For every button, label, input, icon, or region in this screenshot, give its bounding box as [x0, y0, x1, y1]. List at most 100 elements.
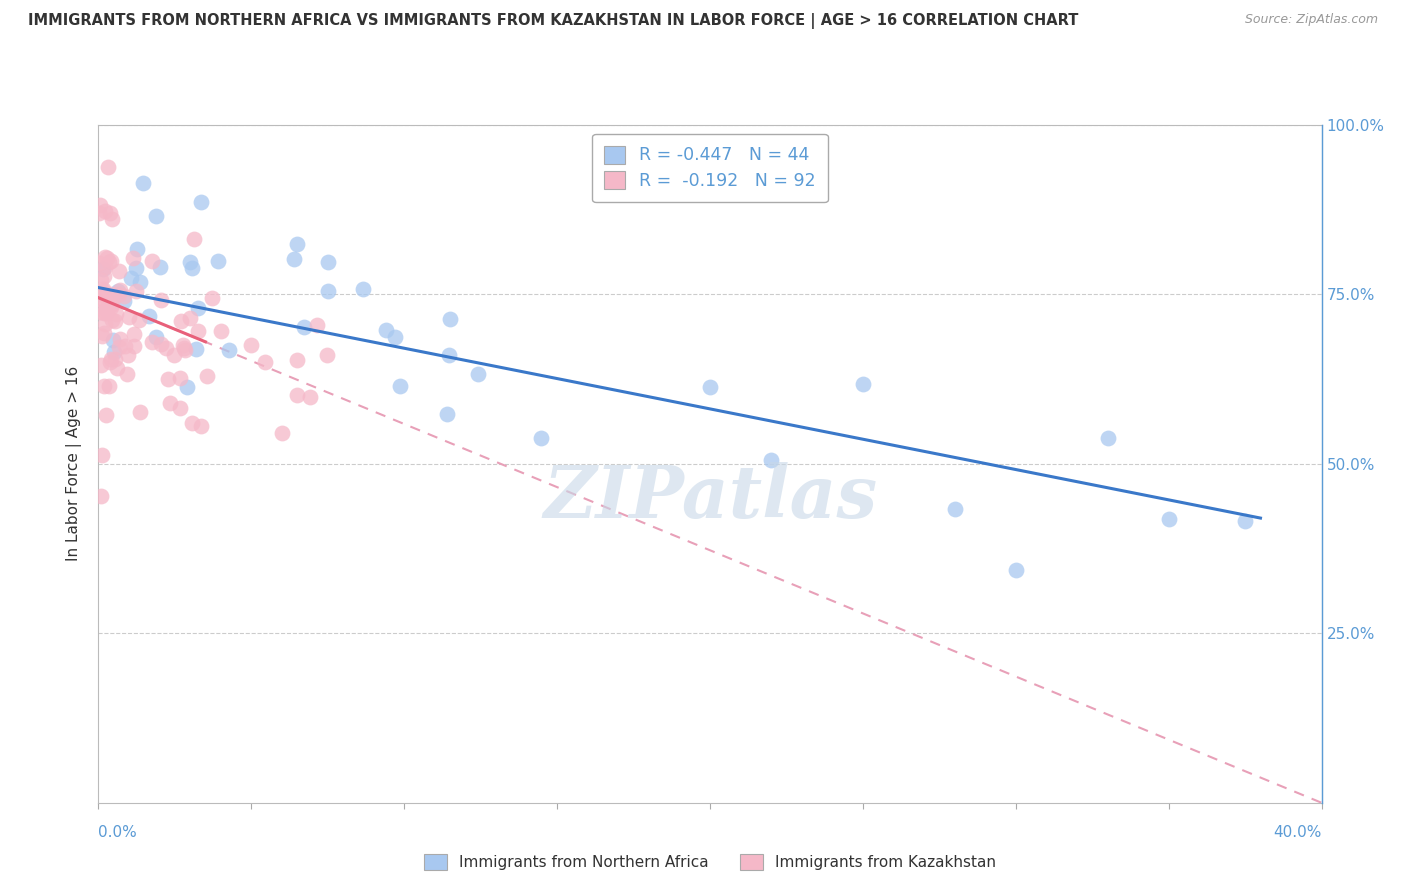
Point — [93, 318, 115, 332]
Point — [287, 353, 309, 368]
Point — [89, 198, 111, 212]
Legend: Immigrants from Northern Africa, Immigrants from Kazakhstan: Immigrants from Northern Africa, Immigra… — [418, 848, 1002, 877]
Point — [94, 203, 117, 218]
Point — [96, 409, 118, 423]
Point — [94, 260, 117, 274]
Point — [125, 284, 148, 298]
Point — [105, 307, 128, 321]
Point — [145, 210, 167, 224]
Point — [100, 253, 122, 268]
Point — [156, 372, 179, 386]
Point — [141, 334, 163, 349]
Point — [852, 377, 875, 392]
Point — [91, 448, 114, 462]
Point — [104, 352, 127, 367]
Point — [285, 236, 308, 251]
Point — [103, 345, 125, 359]
Point — [285, 387, 308, 401]
Point — [187, 324, 209, 338]
Point — [96, 306, 118, 320]
Point — [91, 261, 114, 276]
Point — [100, 301, 122, 315]
Point — [97, 160, 120, 174]
Point — [112, 293, 135, 308]
Point — [90, 273, 112, 287]
Point — [201, 292, 224, 306]
Point — [101, 212, 124, 227]
Text: IMMIGRANTS FROM NORTHERN AFRICA VS IMMIGRANTS FROM KAZAKHSTAN IN LABOR FORCE | A: IMMIGRANTS FROM NORTHERN AFRICA VS IMMIG… — [28, 13, 1078, 29]
Point — [761, 453, 783, 467]
Point — [318, 284, 340, 298]
Point — [530, 431, 553, 445]
Point — [122, 326, 145, 341]
Point — [97, 301, 120, 315]
Point — [127, 242, 149, 256]
Point — [181, 416, 204, 430]
Point — [184, 342, 207, 356]
Point — [96, 252, 118, 266]
Point — [90, 489, 112, 503]
Point — [316, 255, 339, 269]
Point — [98, 355, 121, 369]
Point — [437, 348, 460, 362]
Point — [218, 343, 240, 357]
Point — [100, 298, 122, 312]
Point — [89, 304, 111, 318]
Text: 0.0%: 0.0% — [98, 825, 138, 840]
Point — [93, 268, 115, 283]
Point — [114, 339, 136, 353]
Point — [159, 395, 181, 409]
Point — [292, 319, 315, 334]
Point — [128, 312, 150, 326]
Point — [439, 312, 461, 326]
Point — [299, 390, 322, 404]
Point — [108, 264, 131, 278]
Point — [176, 380, 198, 394]
Point — [100, 291, 122, 305]
Point — [173, 341, 195, 355]
Point — [90, 328, 112, 343]
Point — [169, 370, 191, 384]
Point — [389, 378, 412, 392]
Point — [384, 330, 406, 344]
Point — [1004, 563, 1026, 577]
Point — [155, 341, 177, 355]
Point — [190, 194, 212, 209]
Point — [699, 379, 721, 393]
Text: Source: ZipAtlas.com: Source: ZipAtlas.com — [1244, 13, 1378, 27]
Point — [89, 292, 111, 306]
Point — [124, 339, 146, 353]
Point — [195, 369, 218, 384]
Point — [141, 254, 163, 268]
Point — [122, 251, 145, 265]
Point — [110, 332, 132, 346]
Point — [169, 401, 191, 415]
Point — [187, 301, 209, 315]
Point — [94, 251, 117, 265]
Point — [315, 348, 337, 362]
Point — [1157, 512, 1180, 526]
Point — [93, 326, 115, 341]
Point — [138, 309, 160, 323]
Point — [101, 313, 124, 327]
Point — [117, 348, 139, 362]
Point — [94, 301, 117, 316]
Point — [172, 338, 194, 352]
Point — [112, 289, 135, 303]
Point — [270, 425, 294, 440]
Point — [97, 379, 120, 393]
Text: 40.0%: 40.0% — [1274, 825, 1322, 840]
Point — [93, 288, 115, 302]
Point — [375, 323, 398, 337]
Point — [190, 419, 212, 434]
Point — [90, 359, 112, 373]
Point — [128, 405, 150, 419]
Point — [87, 206, 110, 220]
Point — [174, 343, 197, 358]
Point — [107, 340, 129, 354]
Point — [98, 254, 121, 268]
Point — [115, 367, 138, 381]
Point — [169, 314, 191, 328]
Point — [145, 330, 167, 344]
Point — [179, 254, 201, 268]
